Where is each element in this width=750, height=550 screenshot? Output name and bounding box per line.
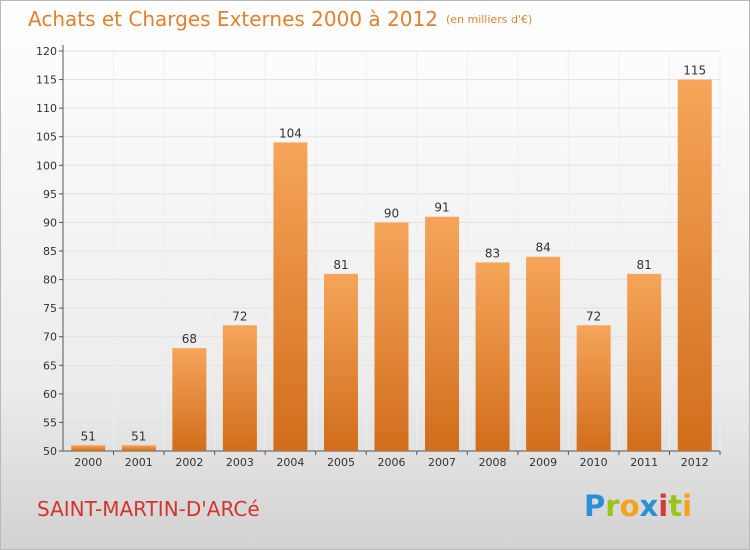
data-label: 72 xyxy=(232,309,247,323)
bar-2010 xyxy=(576,325,611,451)
x-tick-label: 2008 xyxy=(479,456,507,469)
x-tick-label: 2011 xyxy=(630,456,658,469)
chart-subtitle: (en milliers d'€) xyxy=(445,13,533,26)
data-label: 51 xyxy=(131,429,146,443)
data-label: 81 xyxy=(637,258,652,272)
x-tick-label: 2003 xyxy=(226,456,254,469)
bar-2005 xyxy=(323,273,358,451)
data-label: 68 xyxy=(182,332,197,346)
x-tick-label: 2007 xyxy=(428,456,456,469)
y-tick-label: 75 xyxy=(43,302,57,315)
data-label: 90 xyxy=(384,206,399,220)
x-tick-label: 2002 xyxy=(175,456,203,469)
bar-2012 xyxy=(677,79,712,452)
x-tick-label: 2005 xyxy=(327,456,355,469)
bar-2008 xyxy=(475,262,510,451)
y-tick-label: 70 xyxy=(43,331,57,344)
data-label: 83 xyxy=(485,246,500,260)
bar-2009 xyxy=(526,256,561,451)
y-tick-label: 105 xyxy=(36,131,57,144)
proxiti-logo: Proxiti xyxy=(584,489,693,523)
y-tick-label: 60 xyxy=(43,388,57,401)
y-tick-label: 50 xyxy=(43,445,57,458)
data-label: 84 xyxy=(535,241,550,255)
x-tick-label: 2004 xyxy=(276,456,304,469)
y-tick-label: 115 xyxy=(36,74,57,87)
place-name: SAINT-MARTIN-D'ARCé xyxy=(37,497,260,521)
y-tick-label: 85 xyxy=(43,245,57,258)
data-label: 91 xyxy=(434,201,449,215)
bar-2000 xyxy=(71,445,106,451)
y-tick-label: 120 xyxy=(36,45,57,58)
bar-2006 xyxy=(374,222,409,451)
data-label: 104 xyxy=(279,126,302,140)
data-labels: 51 51 68 72 104 81 90 91 83 84 72 81 115 xyxy=(81,64,707,444)
y-tick-label: 90 xyxy=(43,216,57,229)
y-tick-label: 100 xyxy=(36,159,57,172)
data-label: 81 xyxy=(333,258,348,272)
y-tick-label: 65 xyxy=(43,359,57,372)
data-label: 51 xyxy=(81,429,96,443)
x-tick-label: 2006 xyxy=(378,456,406,469)
x-tick-label: 2010 xyxy=(580,456,608,469)
chart-title-text: Achats et Charges Externes 2000 à 2012 xyxy=(28,7,438,31)
bar-2004 xyxy=(273,142,308,451)
bar-2002 xyxy=(172,348,207,451)
data-label: 72 xyxy=(586,309,601,323)
y-tick-label: 95 xyxy=(43,188,57,201)
y-tick-label: 80 xyxy=(43,274,57,287)
x-tick-label: 2001 xyxy=(125,456,153,469)
axes: 50 55 60 65 70 75 80 85 90 95 100 105 110 115 120 2000 2… xyxy=(36,45,721,469)
bar-2007 xyxy=(425,216,460,451)
bars xyxy=(71,79,712,452)
chart-title: Achats et Charges Externes 2000 à 2012 (e… xyxy=(28,7,532,31)
y-tick-label: 110 xyxy=(36,102,57,115)
bar-2001 xyxy=(121,445,156,451)
data-label: 115 xyxy=(683,64,706,78)
y-tick-label: 55 xyxy=(43,416,57,429)
x-tick-label: 2012 xyxy=(681,456,709,469)
x-tick-label: 2000 xyxy=(74,456,102,469)
bar-2011 xyxy=(627,273,662,451)
bar-2003 xyxy=(222,325,257,451)
x-tick-label: 2009 xyxy=(529,456,557,469)
